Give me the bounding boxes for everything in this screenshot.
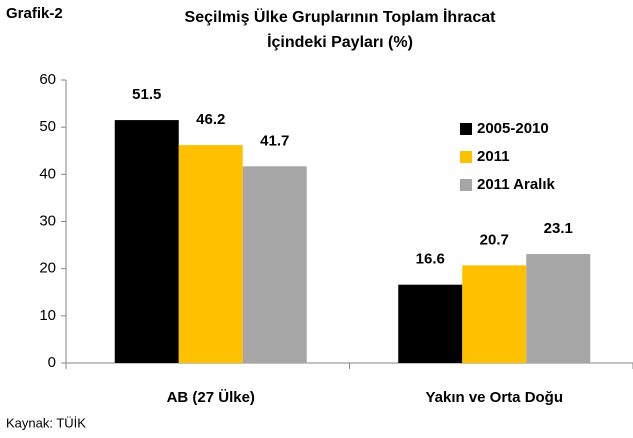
legend-swatch — [460, 151, 472, 163]
y-tick-label: 50 — [39, 118, 56, 135]
legend-label: 2005-2010 — [477, 120, 549, 137]
data-label: 46.2 — [196, 111, 225, 128]
bar — [462, 265, 527, 363]
chart-title: İçindeki Payları (%) — [267, 33, 413, 51]
y-tick-label: 40 — [39, 165, 56, 182]
bar — [178, 145, 243, 363]
chart-title: Seçilmiş Ülke Gruplarının Toplam İhracat — [185, 7, 497, 26]
source: Kaynak: TÜİK — [6, 415, 86, 430]
chart-label: Grafik-2 — [6, 5, 63, 22]
data-label: 51.5 — [132, 86, 161, 103]
bar — [242, 166, 307, 363]
bar — [114, 120, 179, 363]
x-tick-label: AB (27 Ülke) — [167, 389, 255, 406]
y-tick-label: 0 — [48, 354, 56, 371]
legend-label: 2011 — [477, 148, 510, 165]
data-label: 16.6 — [416, 251, 445, 268]
bar — [398, 284, 463, 363]
y-tick-label: 10 — [39, 307, 56, 324]
y-tick-label: 30 — [39, 212, 56, 229]
legend-swatch — [460, 123, 472, 135]
data-label: 20.7 — [480, 231, 509, 248]
data-label: 23.1 — [544, 220, 573, 237]
y-tick-label: 60 — [39, 71, 56, 88]
legend-label: 2011 Aralık — [477, 176, 555, 193]
bar — [526, 254, 591, 363]
x-tick-label: Yakın ve Orta Doğu — [425, 389, 563, 406]
legend-swatch — [460, 179, 472, 191]
y-tick-label: 20 — [39, 260, 56, 277]
data-label: 41.7 — [260, 132, 289, 149]
